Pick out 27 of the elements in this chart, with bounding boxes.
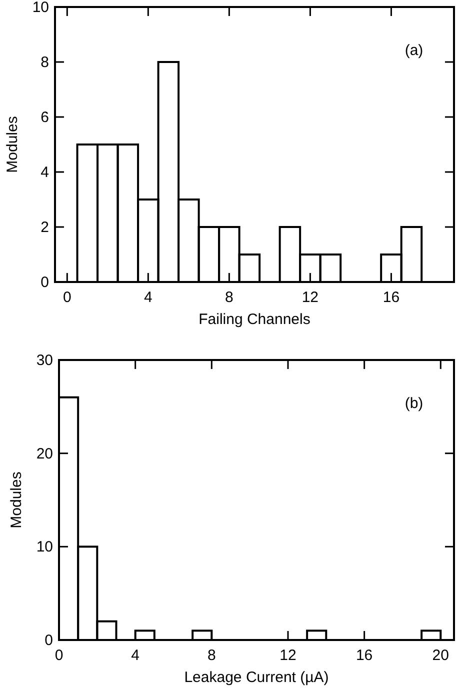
x-tick-label: 20: [432, 647, 449, 664]
y-tick-label: 10: [36, 538, 53, 556]
annotation: (a): [404, 42, 424, 59]
y-tick-label: 20: [36, 445, 53, 462]
x-tick-label: 0: [62, 289, 72, 306]
y-tick-label: 30: [36, 352, 53, 369]
x-tick-label: 4: [144, 289, 152, 306]
y-tick-label: 8: [40, 54, 49, 71]
x-tick-label: 16: [382, 289, 400, 306]
x-axis-title: Leakage Current (µA): [184, 669, 329, 686]
y-axis-title: Modules: [4, 116, 21, 173]
y-tick-label: 0: [40, 274, 49, 291]
y-tick-label: 0: [44, 632, 53, 649]
annotation: (b): [404, 395, 424, 412]
x-axis-title: Failing Channels: [198, 311, 310, 328]
x-tick-label: 12: [302, 289, 319, 306]
x-tick-label: 12: [280, 647, 296, 664]
x-tick-label: 16: [356, 647, 373, 664]
y-tick-label: 10: [32, 0, 49, 16]
y-axis-title: Modules: [8, 472, 25, 528]
x-tick-label: 0: [54, 647, 64, 664]
x-tick-label: 8: [225, 289, 234, 306]
x-tick-label: 4: [131, 647, 140, 664]
x-tick-label: 8: [207, 647, 216, 664]
y-tick-label: 4: [40, 164, 49, 181]
y-tick-label: 2: [40, 219, 49, 236]
y-tick-label: 6: [40, 109, 49, 126]
